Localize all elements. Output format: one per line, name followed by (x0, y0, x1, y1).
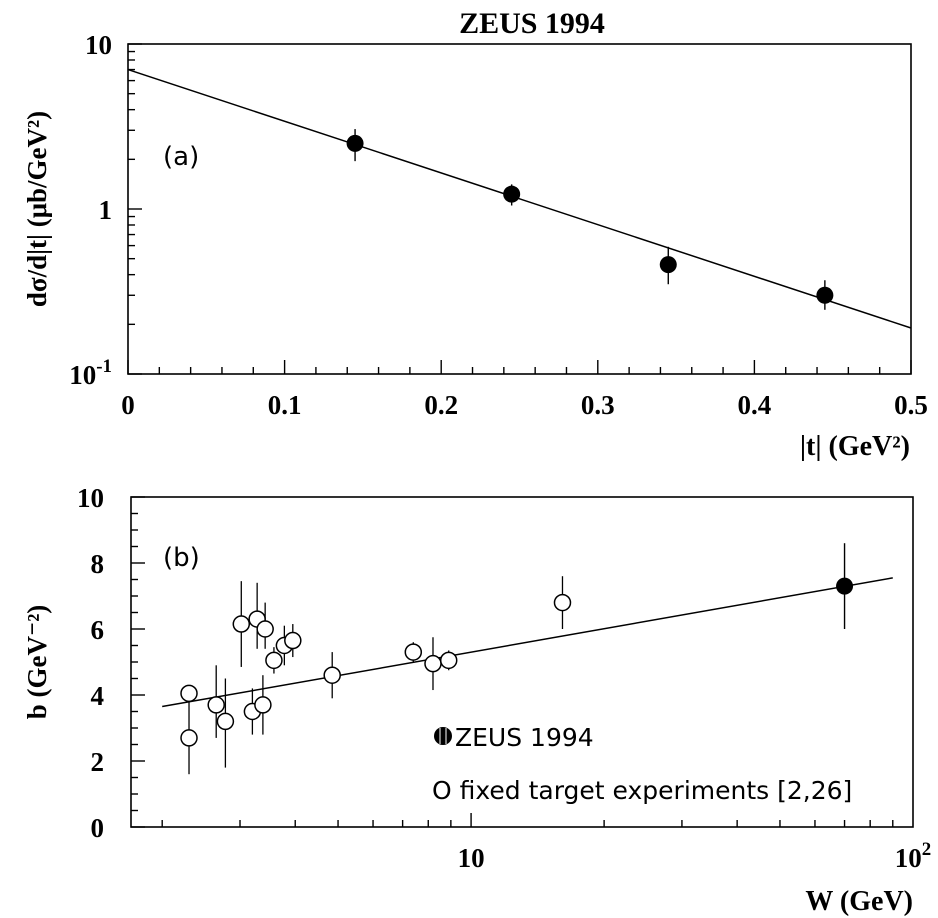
data-point (816, 286, 834, 304)
legend-label-zeus: ZEUS 1994 (455, 723, 594, 752)
data-point-open (424, 654, 442, 673)
legend-marker-zeus (434, 727, 452, 745)
data-point-open (254, 696, 272, 714)
x-tick-label: 0.3 (581, 390, 615, 420)
data-point-open (265, 651, 283, 670)
data-point-open (284, 631, 302, 650)
data-point-open (439, 651, 458, 670)
x-tick-label: 0.4 (738, 390, 772, 420)
data-point (503, 185, 521, 203)
data-point-open (404, 643, 423, 661)
panel-a-ylabel: dσ/d|t| (μb/GeV²) (22, 111, 52, 307)
y-tick-label: 2 (91, 747, 105, 777)
data-point-open (207, 696, 225, 714)
panel-a-label: (a) (163, 142, 199, 172)
x-tick-label: 0.1 (268, 390, 302, 420)
x-tick-label: 0.2 (424, 390, 458, 420)
data-point (659, 256, 677, 274)
fit-line (162, 577, 893, 708)
y-tick-label: 6 (91, 615, 105, 645)
fit-line (127, 68, 912, 329)
data-point-open (553, 593, 572, 612)
panel-b-ylabel: b (GeV⁻²) (22, 605, 52, 720)
y-tick-label: 10 (85, 30, 112, 60)
data-point-open (180, 684, 198, 703)
panel-a-frame (127, 43, 912, 375)
x-tick-label: 0.5 (894, 390, 928, 420)
y-tick-label: 0 (91, 813, 105, 843)
legend-label-fixed-target: O fixed target experiments [2,26] (432, 776, 852, 805)
data-point-open (232, 615, 251, 633)
y-tick-label: 1 (99, 195, 113, 225)
data-point (836, 577, 854, 595)
data-point-open (180, 729, 198, 747)
data-point-open (323, 666, 341, 684)
legend: ZEUS 1994 O fixed target experiments [2,… (432, 723, 852, 805)
data-point (346, 134, 364, 152)
panel-b-label: (b) (163, 543, 200, 573)
x-tick-label: 10 (458, 843, 485, 873)
panel-b-xlabel: W (GeV) (805, 886, 913, 917)
x-tick-label: 102 (895, 839, 931, 873)
panel-b: 10 102 0 2 4 6 8 10 (b) W (GeV) b (GeV⁻²) ZEUS… (22, 483, 931, 917)
y-tick-label: 10 (77, 483, 104, 513)
x-tick-label: 0 (121, 390, 135, 420)
data-point-open (216, 712, 235, 731)
data-point-open (256, 620, 274, 638)
figure-title: ZEUS 1994 (459, 7, 605, 40)
panel-a-xlabel: |t| (GeV²) (800, 431, 910, 462)
y-tick-label: 10-1 (69, 356, 112, 390)
y-tick-label: 8 (91, 549, 105, 579)
y-tick-label: 4 (91, 681, 105, 711)
